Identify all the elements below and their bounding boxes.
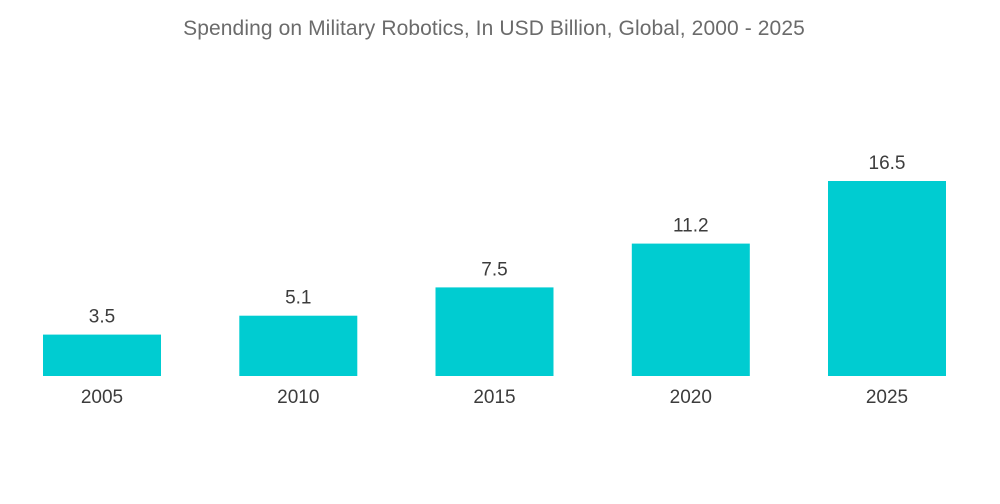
- bar-2010: [239, 315, 358, 376]
- value-label-2025: 16.5: [869, 153, 906, 174]
- x-tick-label-2005: 2005: [81, 387, 123, 408]
- value-label-2015: 7.5: [481, 259, 507, 280]
- bar-2005: [43, 334, 161, 376]
- x-tick-label-2015: 2015: [473, 387, 515, 408]
- value-label-2020: 11.2: [673, 216, 709, 237]
- bar-2020: [631, 243, 750, 376]
- bar-2025: [828, 181, 946, 376]
- x-tick-label-2020: 2020: [670, 387, 712, 408]
- x-tick-label-2025: 2025: [866, 387, 908, 408]
- value-label-2005: 3.5: [89, 307, 115, 328]
- x-tick-label-2010: 2010: [277, 387, 319, 408]
- value-label-2010: 5.1: [285, 288, 311, 309]
- chart-title: Spending on Military Robotics, In USD Bi…: [183, 17, 805, 40]
- bar-2015: [435, 287, 554, 376]
